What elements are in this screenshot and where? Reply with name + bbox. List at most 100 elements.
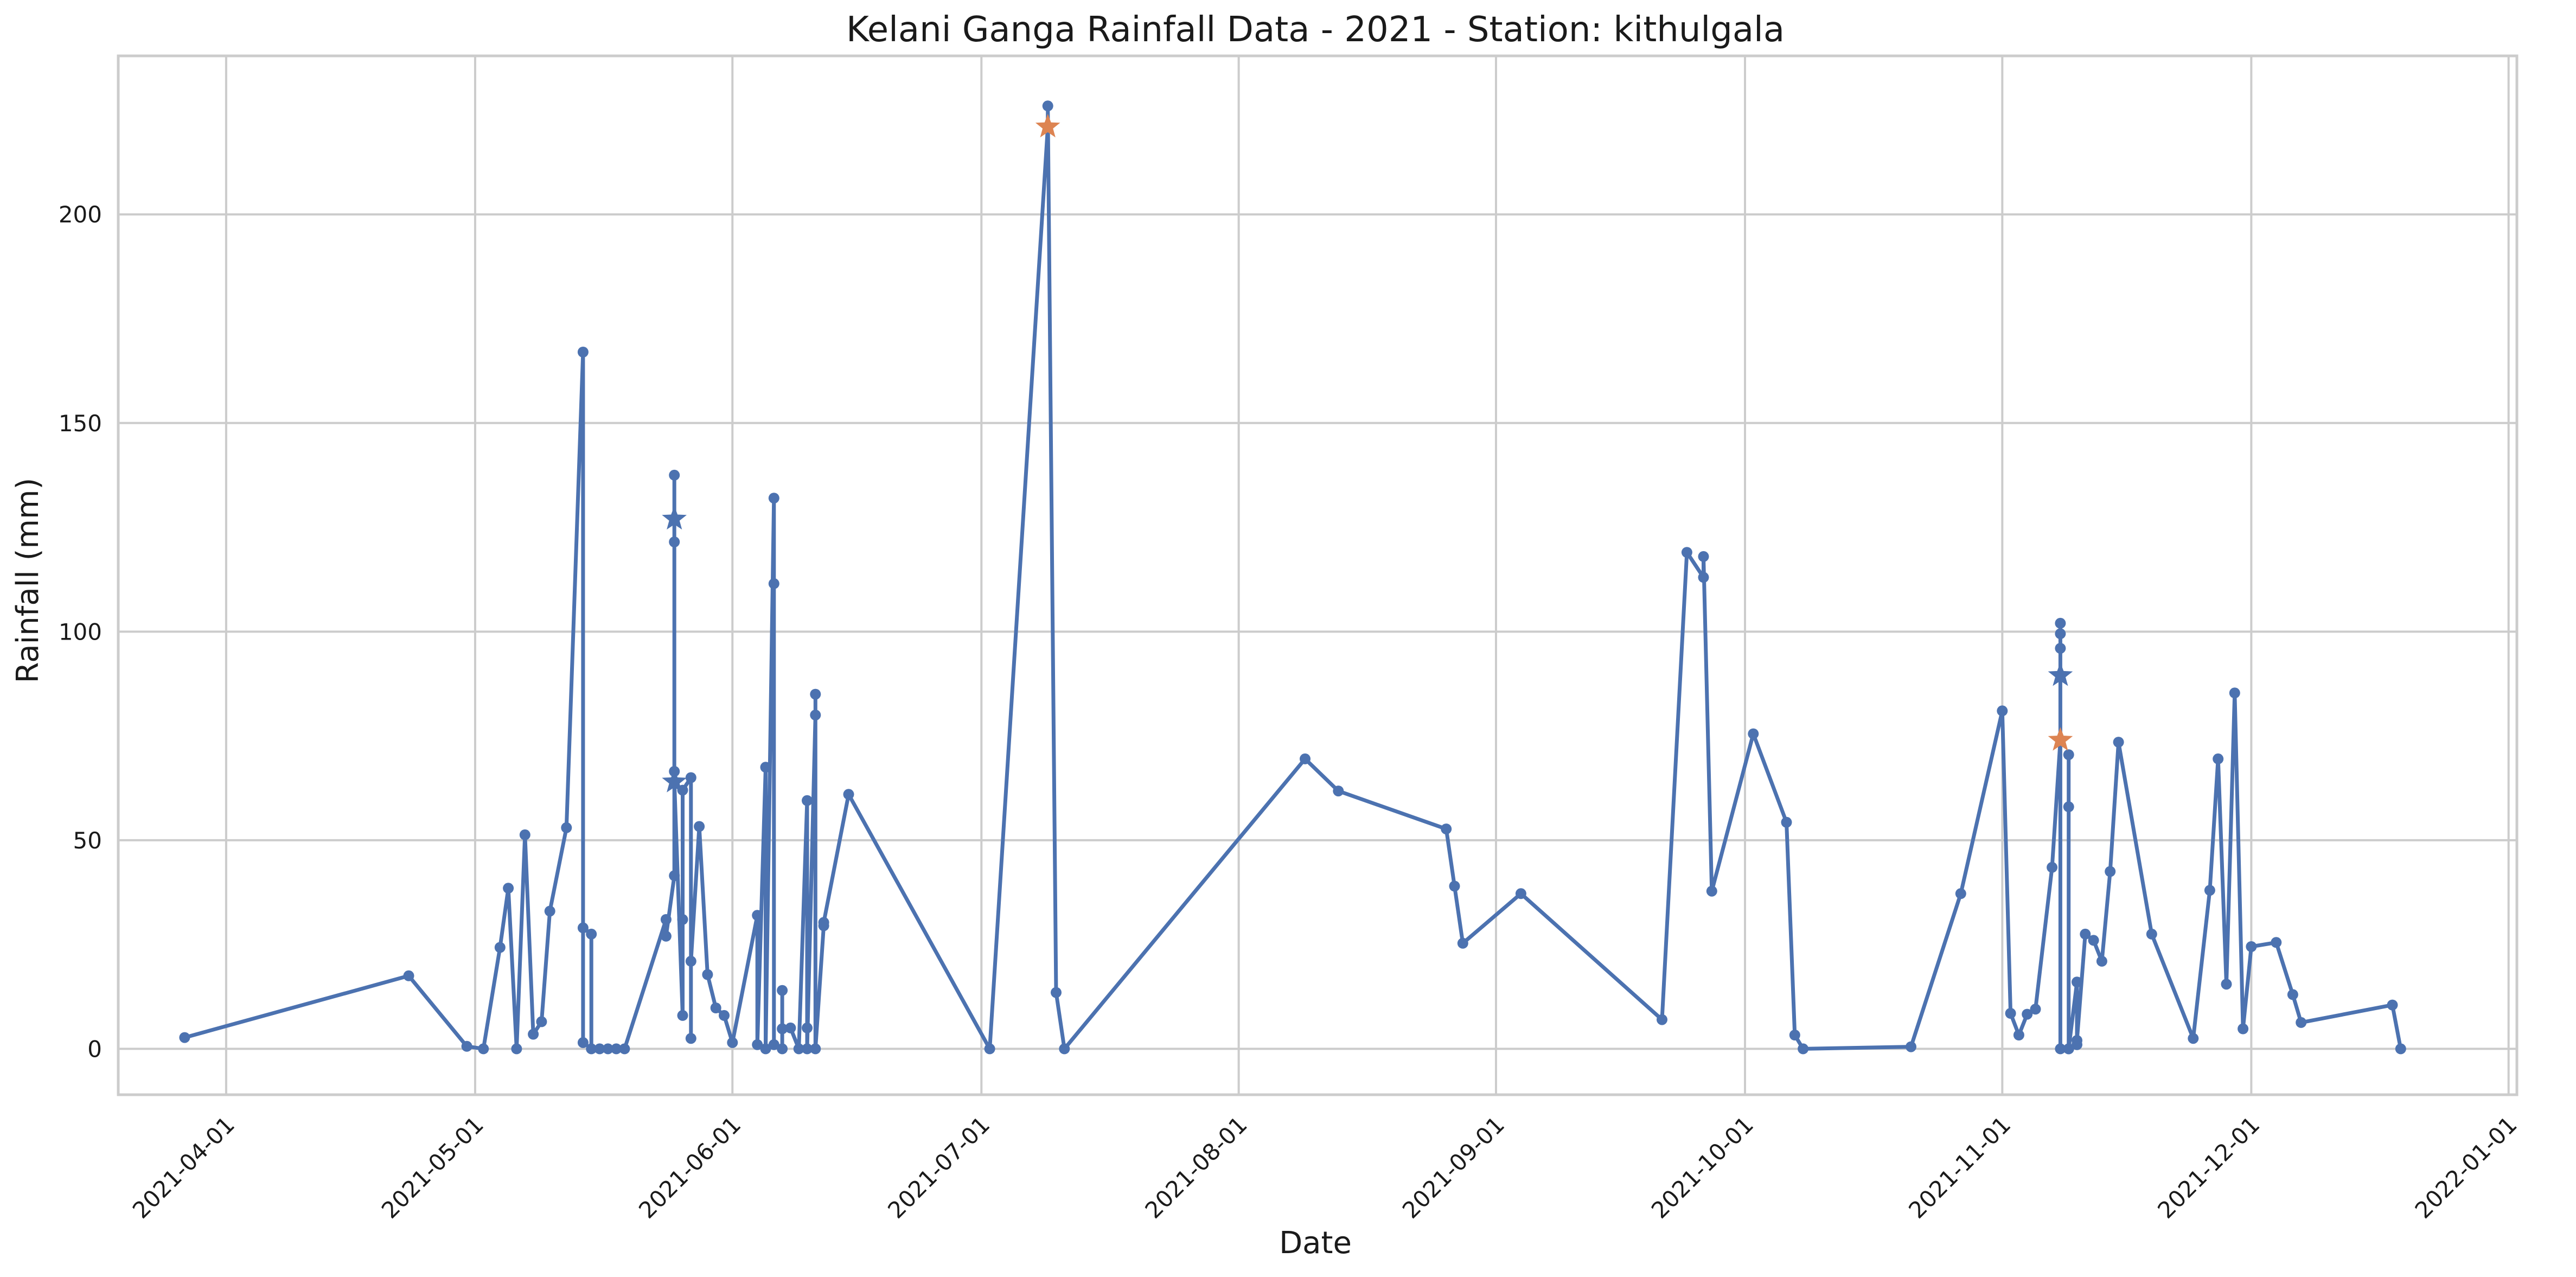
data-point	[777, 985, 788, 996]
data-point	[536, 1016, 547, 1027]
data-point	[802, 1022, 813, 1033]
x-tick-label: 2021-05-01	[376, 1111, 489, 1223]
data-point	[1798, 1043, 1809, 1055]
data-point	[619, 1043, 630, 1055]
data-point	[602, 1043, 613, 1055]
series-line	[184, 104, 2403, 1051]
x-tick-label: 2021-07-01	[883, 1111, 995, 1223]
data-point	[752, 1039, 763, 1050]
data-point	[2088, 935, 2099, 946]
data-point	[1681, 547, 1692, 558]
data-point	[2005, 1008, 2016, 1019]
data-point	[1300, 753, 1311, 764]
data-point	[810, 688, 821, 700]
data-point	[1997, 705, 2008, 717]
data-point	[802, 795, 813, 806]
data-point	[1906, 1041, 1916, 1052]
data-point	[2246, 941, 2257, 952]
data-point	[802, 1043, 813, 1055]
data-point	[669, 870, 680, 882]
data-point	[1748, 728, 1759, 739]
data-point	[1059, 1043, 1070, 1055]
data-point	[984, 1043, 995, 1055]
data-point	[1449, 880, 1460, 892]
data-point	[752, 910, 763, 921]
data-point	[760, 762, 771, 773]
x-tick-label: 2021-10-01	[1646, 1111, 1759, 1223]
x-axis-label: Date	[1279, 1225, 1352, 1261]
data-point	[2188, 1033, 2199, 1044]
data-point	[2055, 628, 2066, 640]
data-point	[685, 1033, 696, 1044]
x-tick-label: 2021-08-01	[1140, 1111, 1252, 1223]
x-tick-label: 2022-01-01	[2410, 1111, 2522, 1223]
data-point	[2113, 737, 2124, 748]
data-point	[577, 347, 589, 357]
data-point	[2063, 1043, 2074, 1055]
data-point	[2072, 1035, 2082, 1046]
data-point	[2105, 866, 2116, 877]
data-point	[2030, 1004, 2041, 1015]
y-tick-label: 50	[73, 827, 102, 854]
data-point	[843, 789, 854, 800]
data-point	[2221, 979, 2232, 990]
y-axis-label: Rainfall (mm)	[10, 478, 46, 684]
data-point	[494, 942, 506, 953]
data-point	[669, 537, 680, 547]
data-point	[2204, 885, 2215, 896]
data-point	[1698, 551, 1709, 562]
data-point	[1706, 885, 1717, 897]
data-point	[2072, 976, 2082, 988]
data-point	[793, 1043, 804, 1055]
x-tick-label: 2021-11-01	[1903, 1111, 2016, 1223]
data-point	[2395, 1043, 2406, 1055]
star-marker	[1035, 113, 1060, 138]
data-point	[2387, 999, 2398, 1011]
data-point	[577, 1037, 589, 1048]
y-tick-label: 200	[59, 201, 102, 228]
data-point	[768, 493, 779, 504]
data-point	[677, 1010, 688, 1021]
y-tick-label: 0	[87, 1036, 102, 1062]
data-point	[1698, 572, 1709, 583]
data-point	[528, 1029, 539, 1040]
x-tick-label: 2021-04-01	[127, 1111, 240, 1223]
data-point	[2229, 687, 2240, 699]
data-point	[2063, 749, 2074, 761]
tick-label-layer: 2021-04-01 2021-05-01 2021-06-01 2021-07-01…	[59, 201, 2522, 1223]
data-point	[2022, 1008, 2033, 1020]
data-point	[785, 1022, 796, 1033]
data-point	[1515, 888, 1526, 899]
data-point	[768, 578, 779, 589]
data-point	[403, 970, 414, 981]
data-point	[2013, 1030, 2024, 1040]
series-layer	[179, 100, 2406, 1055]
data-point	[2296, 1017, 2307, 1028]
data-point	[2055, 643, 2066, 654]
data-point	[760, 1043, 771, 1055]
data-point	[702, 969, 713, 980]
data-point	[179, 1032, 190, 1043]
data-point	[2080, 928, 2091, 940]
y-tick-label: 150	[59, 410, 102, 437]
data-point	[2213, 753, 2224, 764]
data-point	[2287, 989, 2298, 1000]
data-point	[2096, 955, 2107, 967]
highlight-marker-layer	[662, 113, 2073, 793]
star-marker	[662, 506, 687, 530]
data-point	[478, 1043, 489, 1055]
data-point	[586, 1043, 597, 1055]
data-point	[561, 822, 572, 833]
data-point	[694, 821, 705, 832]
data-point	[1657, 1014, 1667, 1025]
data-point	[2055, 1043, 2066, 1055]
chart-title: Kelani Ganga Rainfall Data - 2021 - Stat…	[846, 10, 1785, 50]
data-point	[719, 1010, 730, 1021]
data-point	[685, 955, 696, 967]
star-marker	[2048, 727, 2073, 751]
data-point	[660, 914, 672, 925]
data-point	[818, 917, 829, 928]
data-point	[519, 829, 530, 840]
data-point	[768, 1039, 779, 1050]
